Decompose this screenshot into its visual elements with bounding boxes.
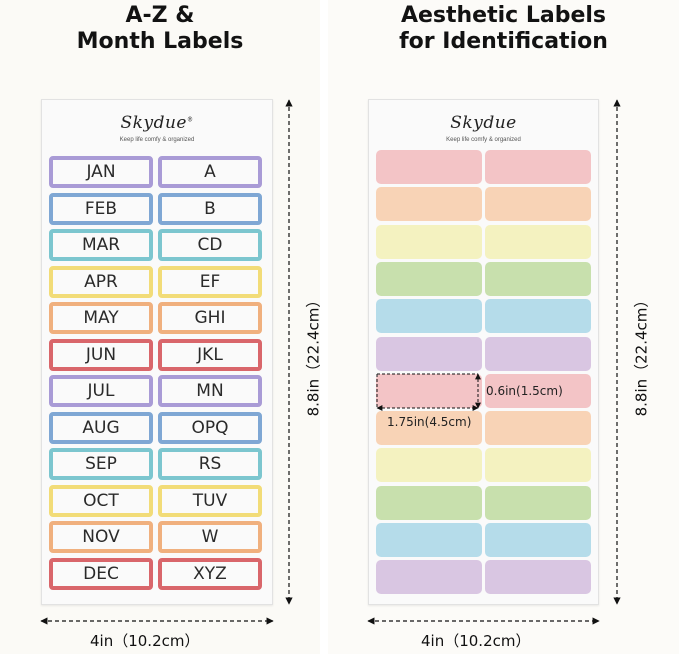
blank-label bbox=[485, 523, 591, 557]
blank-label bbox=[485, 485, 591, 520]
left-title-line1: A-Z & bbox=[125, 3, 195, 28]
letter-label: MN bbox=[158, 375, 262, 407]
blank-label bbox=[376, 373, 482, 408]
blank-label bbox=[485, 560, 591, 595]
blank-label bbox=[376, 448, 482, 483]
letter-label: OPQ bbox=[158, 411, 262, 444]
blank-label bbox=[485, 261, 591, 296]
right-title-line1: Aesthetic Labels bbox=[400, 3, 607, 28]
month-label: FEB bbox=[49, 192, 153, 225]
letter-label: CD bbox=[158, 229, 262, 261]
blank-label bbox=[485, 224, 591, 259]
left-width-label: 4in（10.2cm） bbox=[90, 632, 200, 650]
month-label: SEP bbox=[49, 448, 153, 480]
month-label: JUL bbox=[49, 375, 153, 407]
right-height-label: 8.8in（22.4cm） bbox=[632, 292, 651, 417]
letter-label: A bbox=[158, 156, 262, 188]
blank-label bbox=[485, 187, 591, 222]
letter-label: B bbox=[158, 192, 262, 225]
month-label: JUN bbox=[49, 338, 153, 371]
left-title-line2: Month Labels bbox=[76, 29, 244, 54]
blank-label bbox=[376, 560, 482, 595]
month-label: APR bbox=[49, 265, 153, 298]
letter-label: GHI bbox=[158, 302, 262, 334]
letter-label: TUV bbox=[158, 484, 262, 517]
blank-label bbox=[376, 411, 482, 446]
letter-label: RS bbox=[158, 448, 262, 480]
blank-label bbox=[485, 336, 591, 371]
label-width-dimension: 1.75in(4.5cm) bbox=[387, 415, 472, 429]
brand-tagline: Keep life comfy & organized bbox=[446, 137, 521, 143]
letter-label: JKL bbox=[158, 338, 262, 371]
brand-tagline: Keep life comfy & organized bbox=[119, 137, 195, 143]
blank-label bbox=[376, 299, 482, 334]
right-width-label: 4in（10.2cm） bbox=[421, 632, 531, 650]
blank-label bbox=[376, 224, 482, 259]
blank-label bbox=[376, 336, 482, 371]
letter-label: XYZ bbox=[158, 557, 262, 590]
month-label: DEC bbox=[49, 557, 153, 590]
label-height-dimension: 0.6in(1.5cm) bbox=[486, 384, 563, 398]
blank-label bbox=[376, 485, 482, 520]
letter-label: EF bbox=[158, 265, 262, 298]
blank-label bbox=[376, 523, 482, 557]
month-label: MAY bbox=[49, 302, 153, 334]
month-label: OCT bbox=[49, 484, 153, 517]
blank-label bbox=[376, 150, 482, 184]
blank-label bbox=[376, 261, 482, 296]
letter-label: W bbox=[158, 521, 262, 553]
blank-label bbox=[485, 150, 591, 184]
month-label: NOV bbox=[49, 521, 153, 553]
blank-label bbox=[376, 187, 482, 222]
right-title-line2: for Identification bbox=[399, 29, 608, 54]
right-title: Aesthetic Labels for Identification bbox=[328, 3, 679, 55]
blank-label bbox=[485, 373, 591, 408]
left-title: A-Z & Month Labels bbox=[0, 3, 320, 55]
left-height-label: 8.8in（22.4cm） bbox=[304, 292, 323, 417]
brand-logo: Skydue® bbox=[120, 113, 194, 133]
month-label: JAN bbox=[49, 156, 153, 188]
blank-label bbox=[485, 448, 591, 483]
brand-logo: Skydue bbox=[450, 113, 517, 133]
blank-label bbox=[485, 299, 591, 334]
month-label: AUG bbox=[49, 411, 153, 444]
month-label: MAR bbox=[49, 229, 153, 261]
trademark-mark: ® bbox=[186, 116, 194, 124]
panel-divider bbox=[320, 0, 328, 654]
blank-label bbox=[485, 411, 591, 446]
